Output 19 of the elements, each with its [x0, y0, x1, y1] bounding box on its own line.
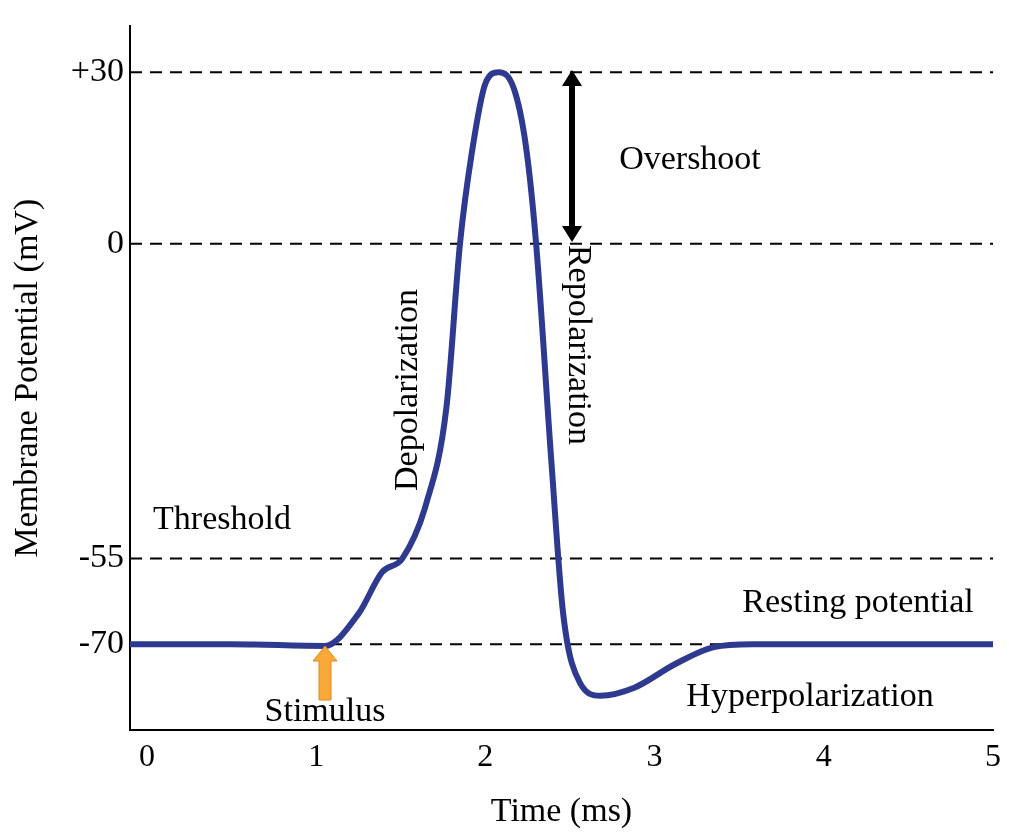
annotation: Hyperpolarization: [686, 675, 934, 713]
y-tick-label: +30: [70, 51, 124, 89]
y-axis-title: Membrane Potential (mV): [7, 198, 46, 558]
y-tick-label: -70: [78, 623, 124, 661]
x-tick-label: 1: [308, 736, 325, 773]
annotation: Overshoot: [619, 138, 762, 176]
x-tick-label: 5: [985, 736, 1001, 773]
y-tick-label: -55: [78, 537, 124, 575]
annotation: Depolarization: [386, 288, 424, 492]
x-tick-label: 3: [646, 736, 663, 773]
x-tick-label: 0: [138, 736, 155, 773]
y-tick-label: 0: [107, 222, 124, 260]
x-axis-title: Time (ms): [490, 790, 633, 829]
x-tick-label: 2: [477, 736, 494, 773]
annotation: Repolarization: [562, 244, 600, 446]
annotation: Resting potential: [742, 581, 974, 619]
annotation: Stimulus: [264, 690, 386, 728]
x-tick-label: 4: [815, 736, 832, 773]
annotation: Threshold: [153, 498, 291, 536]
